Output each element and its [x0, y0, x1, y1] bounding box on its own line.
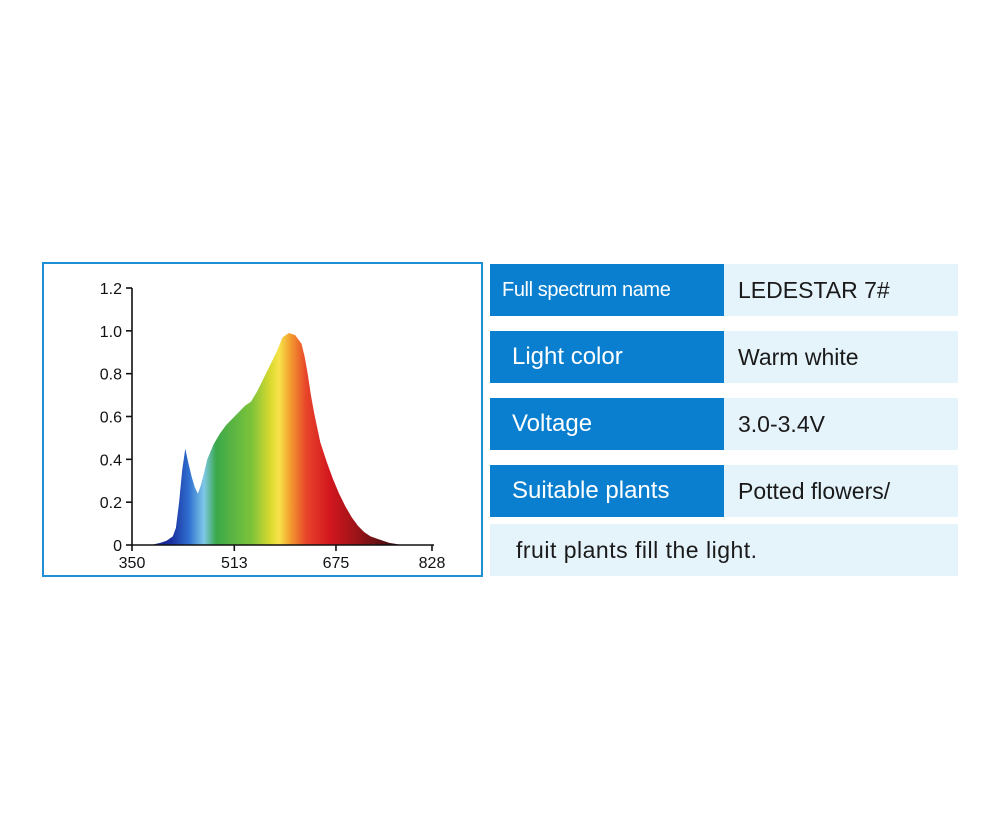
spec-name-label: Full spectrum name — [490, 264, 724, 316]
y-tick-label: 0 — [113, 538, 122, 555]
spec-row-name: Full spectrum name LEDESTAR 7# — [490, 264, 958, 316]
x-tick-label: 828 — [419, 555, 446, 572]
y-tick-label: 0.2 — [100, 495, 122, 512]
y-tick-label: 0.8 — [100, 367, 122, 384]
spectrum-chart: 0 0.2 0.4 0.6 0.8 1.0 1.2 350 513 675 828 — [42, 262, 483, 577]
spec-row-voltage: Voltage 3.0-3.4V — [490, 398, 958, 450]
y-tick-label: 0.6 — [100, 410, 122, 427]
x-tick-label: 513 — [221, 555, 248, 572]
spec-plants-value: Potted flowers/ — [724, 465, 958, 517]
x-tick-label: 350 — [119, 555, 146, 572]
spec-plants-continued: fruit plants fill the light. — [490, 524, 958, 576]
x-tick-label: 675 — [323, 555, 350, 572]
spectrum-area — [150, 333, 428, 545]
spectrum-chart-svg: 0 0.2 0.4 0.6 0.8 1.0 1.2 350 513 675 828 — [100, 281, 446, 572]
spec-row-color: Light color Warm white — [490, 331, 958, 383]
y-tick-label: 1.2 — [100, 281, 122, 298]
spec-row-plants: Suitable plants Potted flowers/ — [490, 465, 958, 517]
spec-name-value: LEDESTAR 7# — [724, 264, 958, 316]
spec-voltage-value: 3.0-3.4V — [724, 398, 958, 450]
y-tick-label: 0.4 — [100, 452, 122, 469]
spec-plants-label: Suitable plants — [490, 465, 724, 517]
spec-color-label: Light color — [490, 331, 724, 383]
spec-color-value: Warm white — [724, 331, 958, 383]
chart-axes: 0 0.2 0.4 0.6 0.8 1.0 1.2 350 513 675 828 — [100, 281, 446, 572]
y-tick-label: 1.0 — [100, 324, 122, 341]
spec-voltage-label: Voltage — [490, 398, 724, 450]
